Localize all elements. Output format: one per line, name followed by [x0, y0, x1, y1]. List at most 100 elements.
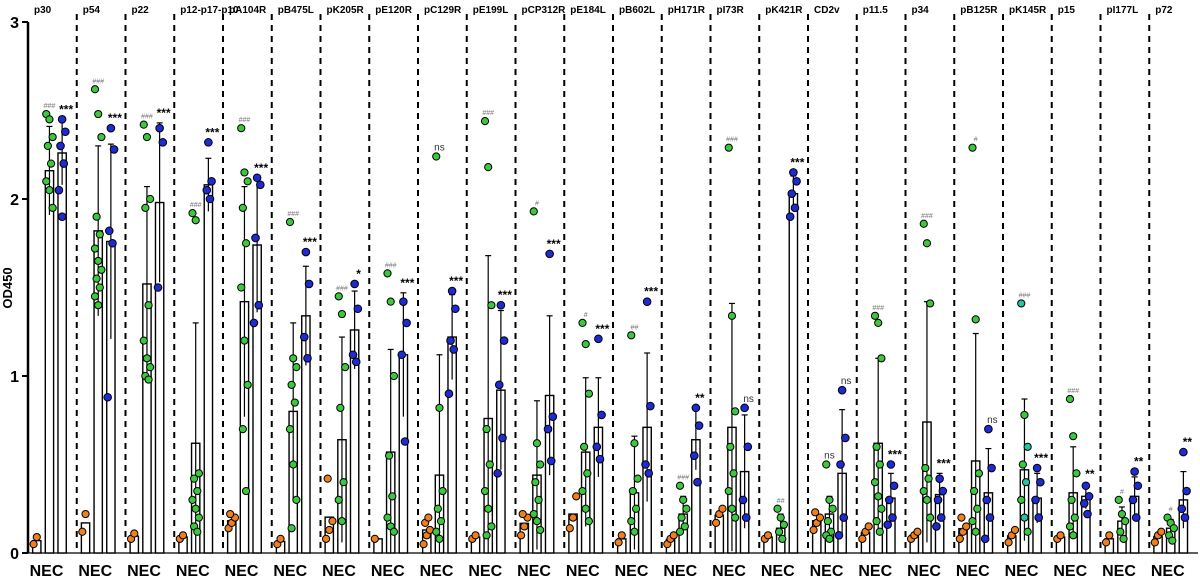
green-point [243, 380, 252, 389]
blue-point [834, 531, 844, 540]
nec-point [614, 538, 623, 547]
green-point [46, 159, 56, 168]
green-point [238, 203, 247, 212]
green-point [435, 403, 444, 412]
blue-point [644, 469, 654, 478]
blue-point [249, 318, 259, 328]
significance-label: ### [239, 117, 251, 124]
nec-point [811, 508, 820, 517]
significance-label: *** [449, 274, 463, 288]
significance-label: ### [726, 137, 738, 144]
nec-point [669, 531, 678, 540]
green-point [484, 504, 493, 513]
significance-label: ns [987, 415, 998, 426]
panel-pcp312r: pCP312R NEC # *** [514, 5, 567, 580]
panel-title: pCP312R [522, 5, 567, 16]
significance-label: # [535, 200, 539, 207]
blue-point [792, 177, 801, 186]
green-point [243, 177, 252, 186]
panel-pe120r: pE120R NEC ###*** [368, 5, 415, 580]
nec-point [81, 509, 90, 519]
green-point [436, 517, 446, 526]
panel-title: p11.5 [863, 5, 888, 16]
significance-label: # [1169, 507, 1173, 514]
green-point [42, 177, 51, 186]
green-point [45, 186, 54, 195]
blue-point [691, 403, 701, 413]
green-point [630, 439, 639, 448]
green-point [1023, 527, 1032, 536]
blue-point [351, 357, 361, 367]
green-point [529, 207, 538, 216]
blue-point [399, 297, 408, 306]
green-point [432, 152, 441, 161]
green-point [775, 527, 784, 536]
blue-point [348, 350, 358, 360]
green-point [1021, 478, 1031, 487]
y-tick-label: 0 [10, 546, 19, 563]
nec-point [617, 531, 626, 540]
panel-title: pA104R [229, 5, 267, 16]
green-point [974, 469, 984, 478]
blue-point [1079, 499, 1089, 508]
green-point [971, 315, 980, 324]
nec-point [1010, 525, 1020, 535]
blue-point [1130, 467, 1139, 476]
blue-point [836, 460, 845, 469]
green-point [95, 230, 104, 239]
green-point [729, 469, 738, 478]
green-point [919, 219, 928, 228]
green-point [188, 495, 197, 504]
blue-point [987, 463, 996, 473]
significance-label: ### [1067, 388, 1079, 395]
nec-point [29, 540, 38, 549]
panel-title: pK421R [765, 5, 803, 16]
nec-point [864, 522, 873, 531]
green-point [141, 203, 150, 212]
nec-point [520, 522, 529, 531]
blue-point [400, 437, 410, 446]
x-group-label: NEC [907, 563, 941, 580]
blue-point [109, 145, 119, 154]
x-group-label: NEC [1102, 563, 1136, 580]
significance-label: ### [385, 262, 397, 269]
nec-point [815, 513, 825, 522]
blue-point [397, 350, 407, 360]
significance-label: *** [888, 448, 902, 462]
green-point [675, 527, 685, 536]
panel-pi177l: pI177L NEC # ** [1099, 5, 1144, 580]
panel-pk145r: pK145R NEC ### *** [1002, 5, 1048, 580]
x-group-label: NEC [663, 563, 697, 580]
panel-title: p30 [34, 5, 52, 16]
green-point [190, 474, 199, 483]
green-point [241, 239, 251, 248]
blue-point [839, 513, 849, 522]
significance-label: ### [872, 305, 884, 312]
panel-title: pK145R [1009, 5, 1047, 16]
nec-point [78, 527, 87, 536]
significance-label: ** [695, 391, 705, 405]
green-point [968, 517, 977, 526]
nec-point [518, 509, 527, 519]
x-group-label: NEC [273, 563, 307, 580]
significance-label: ## [631, 324, 639, 331]
significance-label: ### [336, 285, 348, 292]
nec-point [763, 531, 773, 540]
green-point [385, 451, 394, 460]
x-group-label: NEC [322, 563, 356, 580]
x-group-label: NEC [858, 563, 892, 580]
x-group-label: NEC [517, 563, 551, 580]
x-group-label: NEC [1053, 563, 1087, 580]
blue-point [646, 401, 655, 411]
panel-title: pB475L [278, 5, 314, 16]
green-point [292, 363, 301, 372]
x-group-label: NEC [712, 563, 746, 580]
panel-p22: p22 NEC ### *** [124, 5, 171, 580]
blue-point [108, 238, 117, 248]
x-group-label: NEC [468, 563, 502, 580]
green-point [1069, 432, 1078, 441]
significance-label: ### [921, 213, 933, 220]
panel-title: pH171R [668, 5, 706, 16]
nec-point [565, 524, 574, 533]
green-point [188, 209, 197, 218]
